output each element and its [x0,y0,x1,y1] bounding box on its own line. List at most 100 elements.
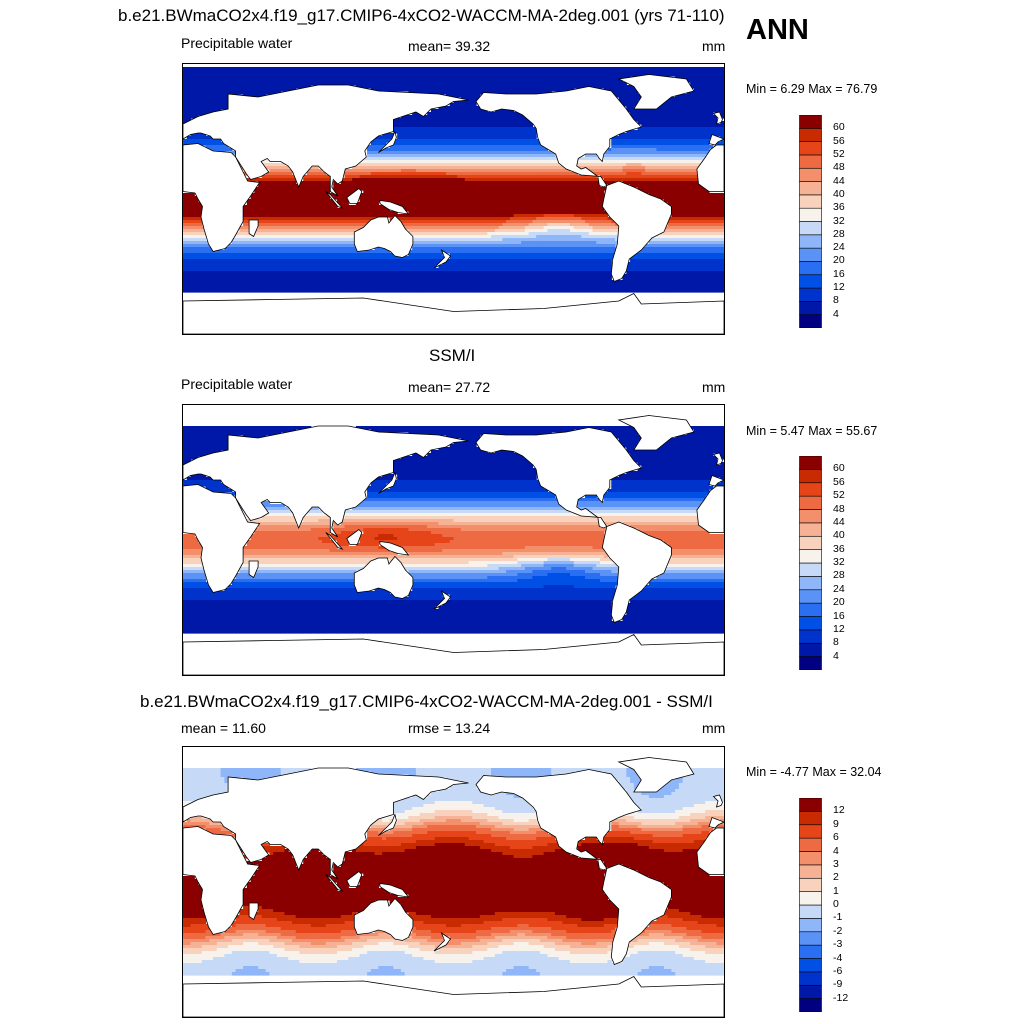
colorbar-tick-label: 6 [833,831,839,843]
panel2-map [182,404,725,676]
colorbar-swatch [799,301,822,315]
coastline-12 [378,471,397,494]
colorbar-swatch [799,247,822,262]
data-cells [183,768,724,976]
coastline-12 [378,130,397,153]
coastline-2 [601,521,672,624]
colorbar-tick-label: 4 [833,650,839,662]
panel2-units-label: mm [702,379,725,395]
coastline-2 [601,180,672,283]
panel2-mean-label: mean= 27.72 [408,379,490,395]
coastline-14 [712,452,723,466]
colorbar-swatch [799,234,822,249]
colorbar-swatch [799,931,822,946]
panel1-map [182,63,725,335]
colorbar-swatch [799,642,822,657]
coastline-5 [183,826,261,935]
colorbar-swatch [799,971,822,986]
colorbar-swatch [799,877,822,892]
colorbar-tick-label: 52 [833,489,845,501]
colorbar-swatch [799,562,822,577]
colorbar-swatch [799,469,822,484]
colorbar-tick-label: 56 [833,135,845,147]
colorbar-tick-label: 36 [833,543,845,555]
colorbar-swatch [799,495,822,510]
colorbar-tick-label: 48 [833,161,845,173]
coastline-0 [475,769,643,871]
season-label: ANN [746,14,809,47]
colorbar-tick-label: 56 [833,476,845,488]
coastline-1 [617,415,695,451]
colorbar-swatch [799,207,822,222]
coastline-3 [183,425,469,538]
coastline-15 [183,633,724,675]
colorbar-swatch [799,984,822,999]
colorbar-swatch [799,194,822,209]
colorbar-swatch [799,141,822,156]
colorbar-swatch [799,864,822,879]
panel3-mean-label: mean = 11.60 [181,720,266,736]
coastline-8 [353,897,414,941]
coastline-4 [708,474,724,487]
colorbar-tick-label: 24 [833,583,845,595]
colorbar-swatch [799,287,822,302]
colorbar-swatch [799,549,822,564]
colorbar-swatch [799,261,822,276]
coastline-13 [433,248,452,269]
coastline-10 [346,187,363,204]
colorbar-tick-label: 40 [833,529,845,541]
colorbar-swatch [799,891,822,906]
colorbar-swatch [799,181,822,196]
colorbar-swatch [799,944,822,959]
colorbar-tick-label: 4 [833,845,839,857]
coastline-13 [433,931,452,952]
colorbar-tick-label: 8 [833,294,839,306]
panel1-units-label: mm [702,38,725,54]
colorbar-swatch [799,128,822,142]
colorbar-tick-label: 32 [833,556,845,568]
colorbar-tick-label: 0 [833,898,839,910]
panel3-colorbar: -12 -9 -6 -4 -3 -2 -1 0 1 2 3 4 6 9 12 [799,798,848,1012]
coastline-15 [183,975,724,1017]
colorbar-swatch [799,482,822,497]
colorbar-tick-label: -1 [833,911,842,923]
data-cells [183,67,724,293]
colorbar-swatch [799,314,822,328]
coastline-1 [617,757,695,793]
coastline-14 [712,794,723,808]
colorbar-swatch [799,904,822,919]
colorbar-tick-label: 20 [833,254,845,266]
colorbar-swatch [799,509,822,524]
colorbar-tick-label: -2 [833,925,842,937]
colorbar-tick-label: 24 [833,241,845,253]
coastline-8 [353,555,414,599]
colorbar-tick-label: -6 [833,965,842,977]
colorbar-tick-label: 4 [833,308,839,320]
map2-svg [183,757,724,1017]
colorbar-tick-label: 48 [833,503,845,515]
colorbar-swatch [799,589,822,604]
panel2-minmax-label: Min = 5.47 Max = 55.67 [746,424,877,438]
colorbar-tick-label: 12 [833,804,845,816]
coastline-7 [248,902,259,921]
coastline-5 [183,143,261,252]
colorbar-tick-label: 36 [833,201,845,213]
colorbar-tick-label: 8 [833,636,839,648]
colorbar-swatch [799,656,822,670]
colorbar-swatch [799,115,822,129]
colorbar-swatch [799,616,822,631]
colorbar-tick-label: -3 [833,938,842,950]
coastline-10 [346,870,363,887]
coastline-1 [617,74,695,110]
coastline-9 [379,541,410,556]
colorbar-swatch [799,998,822,1012]
coastline-3 [183,84,469,197]
colorbar-tick-label: 12 [833,281,845,293]
coastline-11 [325,532,344,550]
panel3-minmax-label: Min = -4.77 Max = 32.04 [746,765,882,779]
panel2-title: SSM/I [429,346,475,366]
coastline-10 [346,528,363,545]
coastline-15 [183,292,724,334]
colorbar-tick-label: -12 [833,992,848,1004]
colorbar-swatch [799,154,822,169]
